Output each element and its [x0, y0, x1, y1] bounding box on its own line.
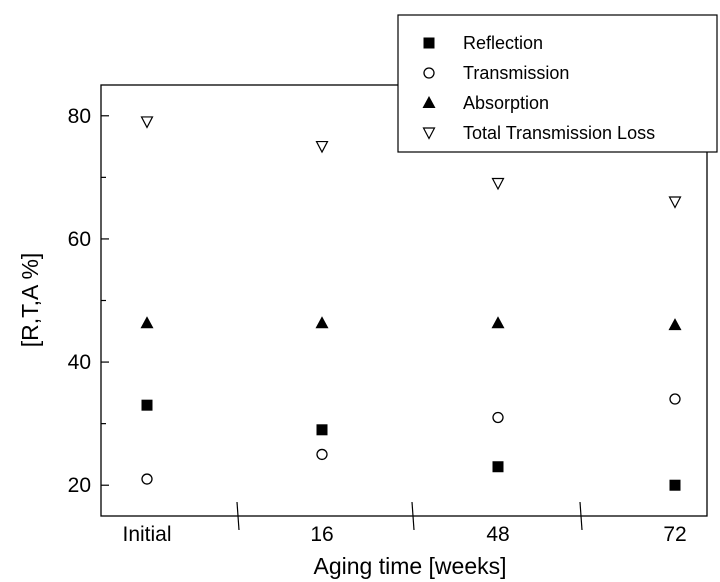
legend-marker: [422, 96, 436, 108]
y-axis: 20 40 60 80: [68, 105, 109, 497]
legend-marker: [423, 37, 435, 49]
data-point: [140, 116, 154, 129]
data-point: [492, 461, 504, 473]
legend-label: Absorption: [463, 93, 549, 113]
data-point: [315, 316, 329, 329]
x-tick-label: 48: [486, 523, 509, 546]
data-point: [669, 393, 681, 405]
y-tick-label: 20: [68, 474, 91, 497]
x-tick-label: Initial: [122, 523, 171, 546]
data-point: [140, 316, 154, 329]
y-tick-label: 60: [68, 228, 91, 251]
data-point: [669, 479, 681, 491]
y-tick-label: 80: [68, 105, 91, 128]
y-tick-label: 40: [68, 351, 91, 374]
legend-marker: [423, 67, 435, 79]
legend-label: Reflection: [463, 33, 543, 53]
series-layer: [140, 116, 682, 491]
data-point: [491, 316, 505, 329]
data-point: [491, 177, 505, 191]
legend-label: Transmission: [463, 63, 569, 83]
data-point: [315, 140, 329, 154]
x-axis-break-mark: [579, 501, 583, 531]
data-point: [316, 448, 328, 461]
data-point: [492, 411, 504, 424]
y-axis-title: [R,T,A %]: [17, 253, 43, 348]
series-absorption: [140, 316, 682, 331]
x-tick-label: 72: [663, 523, 686, 546]
data-point: [141, 399, 153, 411]
series-transmission: [141, 393, 681, 485]
series-total-transmission-loss: [140, 116, 682, 209]
x-axis-break-mark: [236, 501, 240, 531]
x-axis-title: Aging time [weeks]: [313, 553, 506, 579]
data-point: [668, 318, 682, 331]
x-tick-label: 16: [310, 523, 333, 546]
legend: Reflection Transmission Absorption Total Tr…: [397, 14, 718, 153]
data-point: [668, 196, 682, 209]
x-axis-break-mark: [411, 501, 415, 531]
legend-box: [397, 14, 718, 153]
x-axis: Initial 16 48 72: [122, 501, 687, 546]
legend-label: Total Transmission Loss: [463, 123, 655, 143]
data-point: [141, 473, 153, 485]
legend-marker: [422, 127, 436, 140]
data-point: [316, 424, 328, 436]
series-reflection: [141, 399, 681, 491]
